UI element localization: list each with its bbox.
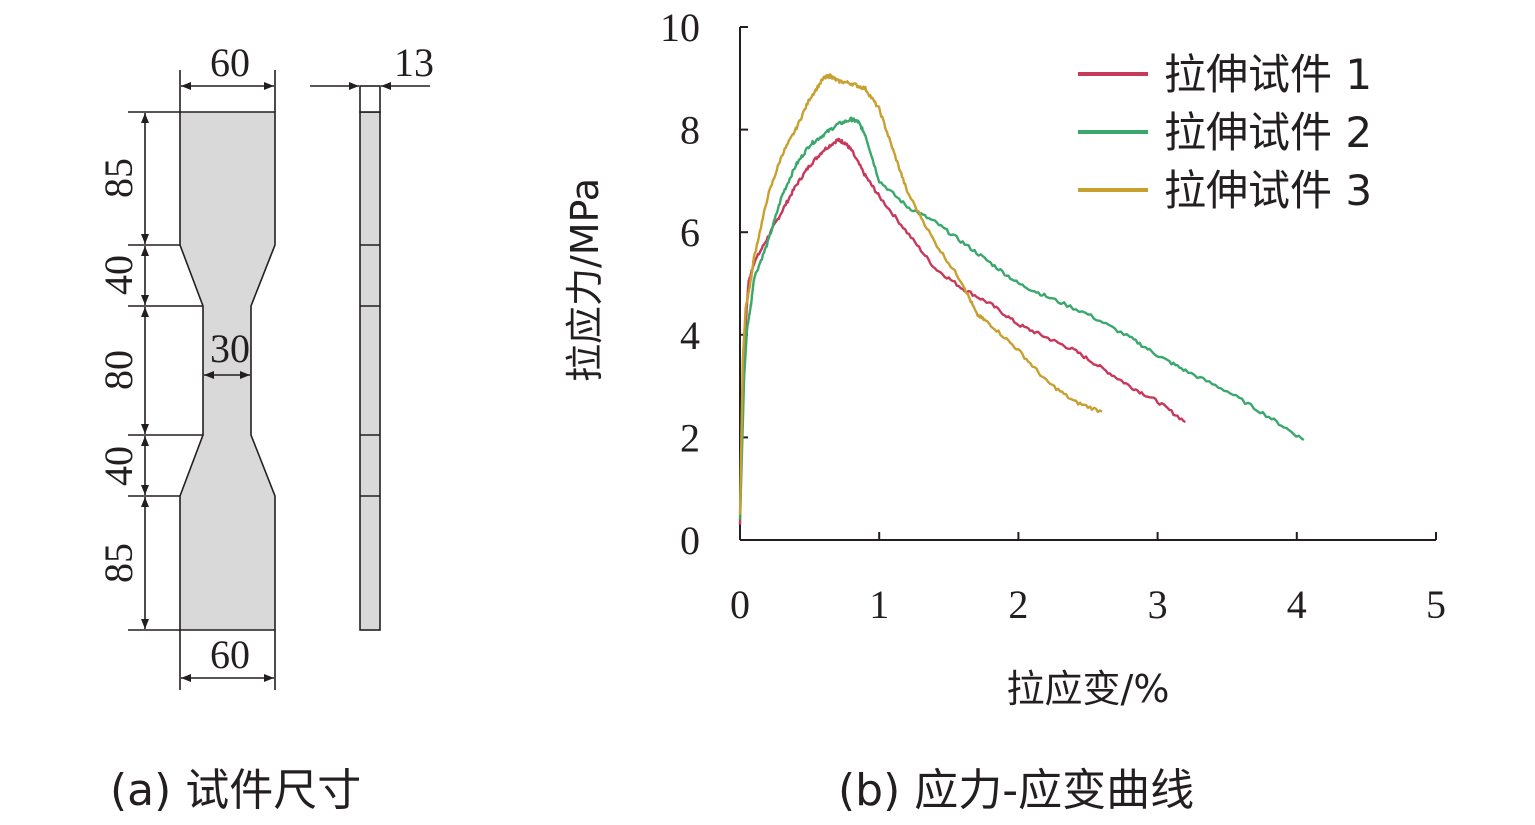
top-width-label: 60 — [210, 40, 250, 85]
specimen-drawing: 60 60 13 30 85 40 80 40 85 — [96, 40, 434, 690]
taper-top-length-label: 40 — [96, 255, 141, 295]
caption-b: (b) 应力-应变曲线 — [838, 765, 1194, 816]
x-axis-title: 拉应变/% — [1007, 667, 1170, 711]
series-line-3 — [738, 73, 1103, 515]
caption-a: (a) 试件尺寸 — [110, 765, 361, 816]
bottom-width-label: 60 — [210, 632, 250, 677]
series-line-1 — [738, 137, 1186, 525]
y-tick-label: 6 — [680, 210, 700, 255]
y-tick-label: 10 — [660, 5, 700, 50]
chart-legend: 拉伸试件 1 拉伸试件 2 拉伸试件 3 — [1078, 50, 1372, 215]
stress-strain-chart: 0 1 2 3 4 5 0 2 4 6 8 10 拉应力/MPa 拉应变/% 拉伸试件 1 拉伸试件 2… — [563, 5, 1446, 711]
x-tick-label: 2 — [1008, 582, 1028, 627]
specimen-side-view — [359, 111, 381, 631]
neck-length-label: 80 — [96, 350, 141, 390]
neck-width-label: 30 — [210, 326, 250, 371]
y-tick-label: 4 — [680, 313, 700, 358]
y-tick-label: 0 — [680, 518, 700, 563]
x-tick-label: 1 — [869, 582, 889, 627]
legend-label-1: 拉伸试件 1 — [1164, 50, 1372, 99]
x-tick-label: 4 — [1287, 582, 1307, 627]
x-tick-label: 3 — [1148, 582, 1168, 627]
thickness-label: 13 — [394, 40, 434, 85]
taper-bottom-length-label: 40 — [96, 446, 141, 486]
y-axis-title: 拉应力/MPa — [563, 178, 607, 382]
legend-label-2: 拉伸试件 2 — [1164, 108, 1372, 157]
grip-bottom-length-label: 85 — [96, 543, 141, 583]
y-tick-label: 2 — [680, 415, 700, 460]
series-line-2 — [738, 116, 1305, 520]
x-tick-label: 0 — [730, 582, 750, 627]
x-tick-label: 5 — [1426, 582, 1446, 627]
y-tick-label: 8 — [680, 108, 700, 153]
grip-top-length-label: 85 — [96, 158, 141, 198]
legend-label-3: 拉伸试件 3 — [1164, 166, 1372, 215]
specimen-front-view — [179, 111, 276, 631]
